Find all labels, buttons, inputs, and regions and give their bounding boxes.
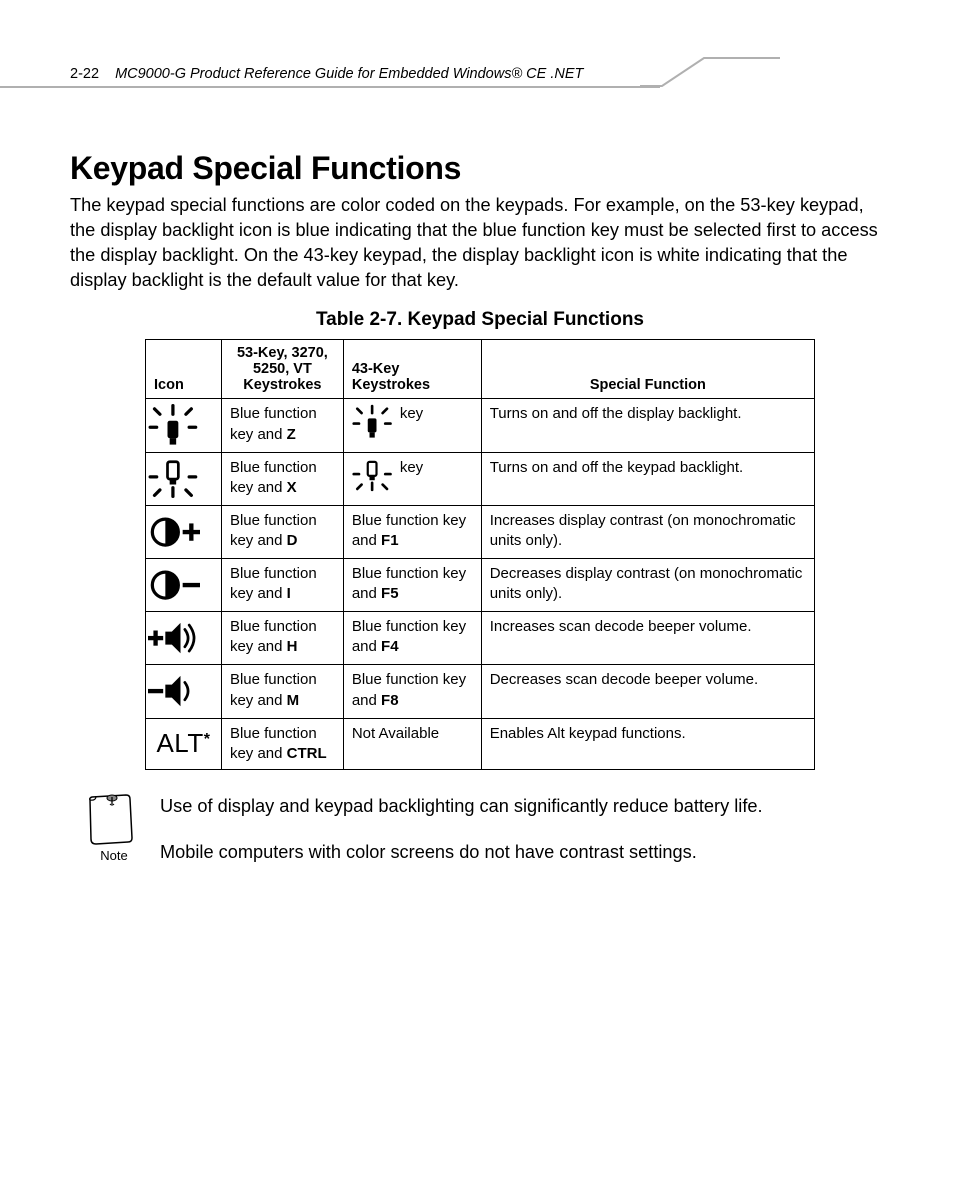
cell-53key: Blue function key and I <box>221 559 343 612</box>
table-row: Blue function key and Z keyTurns on and … <box>146 399 815 452</box>
cell-53key: Blue function key and X <box>221 452 343 505</box>
alt-icon: ALT* <box>156 728 210 758</box>
cell-function: Decreases scan decode beeper volume. <box>481 665 814 718</box>
page-header: 2-22 MC9000-G Product Reference Guide fo… <box>0 56 954 96</box>
icon-cell <box>146 452 222 505</box>
col-header-icon: Icon <box>146 340 222 399</box>
note-text: Use of display and keypad backlighting c… <box>160 794 763 885</box>
note-label: Note <box>86 848 142 863</box>
volume-down-icon <box>148 669 200 713</box>
cell-function: Enables Alt keypad functions. <box>481 718 814 770</box>
icon-cell: ALT* <box>146 718 222 770</box>
icon-cell <box>146 612 222 665</box>
keypad-backlight-icon <box>352 458 394 494</box>
special-functions-table: Icon 53-Key, 3270, 5250, VT Keystrokes 4… <box>145 339 815 770</box>
cell-function: Decreases display contrast (on monochrom… <box>481 559 814 612</box>
cell-53key: Blue function key and Z <box>221 399 343 452</box>
table-header-row: Icon 53-Key, 3270, 5250, VT Keystrokes 4… <box>146 340 815 399</box>
note-line-1: Use of display and keypad backlighting c… <box>160 794 763 819</box>
display-backlight-icon <box>148 403 200 447</box>
note-icon <box>86 794 136 846</box>
cell-function: Turns on and off the keypad backlight. <box>481 452 814 505</box>
cell-43key: Blue function key and F4 <box>343 612 481 665</box>
running-header: 2-22 MC9000-G Product Reference Guide fo… <box>70 66 583 82</box>
cell-53key: Blue function key and D <box>221 505 343 558</box>
cell-function: Turns on and off the display backlight. <box>481 399 814 452</box>
display-backlight-icon <box>352 404 394 440</box>
table-row: ALT* Blue function key and CTRLNot Availa… <box>146 718 815 770</box>
cell-53key: Blue function key and CTRL <box>221 718 343 770</box>
cell-43key: key <box>343 452 481 505</box>
icon-cell <box>146 559 222 612</box>
icon-cell <box>146 399 222 452</box>
table-caption: Table 2-7. Keypad Special Functions <box>70 309 890 331</box>
note-line-2: Mobile computers with color screens do n… <box>160 840 763 865</box>
table-row: Blue function key and IBlue function key… <box>146 559 815 612</box>
contrast-down-icon <box>148 563 200 607</box>
cell-53key: Blue function key and M <box>221 665 343 718</box>
doc-title: MC9000-G Product Reference Guide for Emb… <box>115 66 583 82</box>
col-header-43key: 43-Key Keystrokes <box>343 340 481 399</box>
cell-43key: key <box>343 399 481 452</box>
cell-43key: Blue function key and F1 <box>343 505 481 558</box>
cell-function: Increases scan decode beeper volume. <box>481 612 814 665</box>
contrast-up-icon <box>148 510 200 554</box>
icon-cell <box>146 665 222 718</box>
cell-43key: Blue function key and F5 <box>343 559 481 612</box>
cell-43key: Blue function key and F8 <box>343 665 481 718</box>
icon-cell <box>146 505 222 558</box>
cell-43key: Not Available <box>343 718 481 770</box>
col-header-53key: 53-Key, 3270, 5250, VT Keystrokes <box>221 340 343 399</box>
table-row: Blue function key and MBlue function key… <box>146 665 815 718</box>
cell-function: Increases display contrast (on monochrom… <box>481 505 814 558</box>
cell-53key: Blue function key and H <box>221 612 343 665</box>
intro-paragraph: The keypad special functions are color c… <box>70 193 890 293</box>
content-area: Keypad Special Functions The keypad spec… <box>70 150 890 885</box>
section-heading: Keypad Special Functions <box>70 150 890 187</box>
table-row: Blue function key and DBlue function key… <box>146 505 815 558</box>
table-row: Blue function key and X keyTurns on and … <box>146 452 815 505</box>
note-block: Note Use of display and keypad backlight… <box>86 794 890 885</box>
header-rule <box>0 86 660 88</box>
table-row: Blue function key and HBlue function key… <box>146 612 815 665</box>
volume-up-icon <box>148 616 200 660</box>
header-ornament <box>640 56 780 116</box>
col-header-function: Special Function <box>481 340 814 399</box>
note-icon-wrap: Note <box>86 794 142 863</box>
keypad-backlight-icon <box>148 457 200 501</box>
page-number: 2-22 <box>70 66 99 82</box>
